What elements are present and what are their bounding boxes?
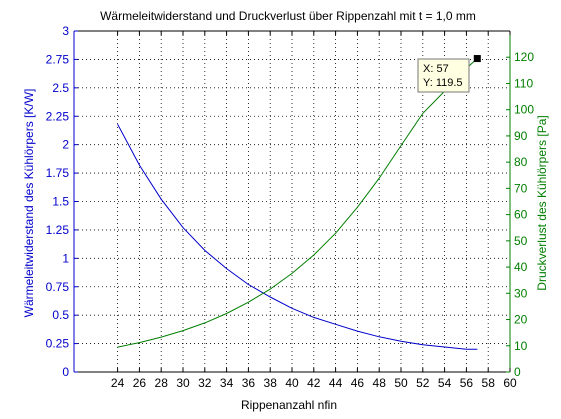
x-tick-label: 34	[220, 376, 234, 390]
y-tick-label-left: 2	[62, 138, 69, 152]
y-tick-label-left: 0.75	[46, 280, 70, 294]
x-axis-label: Rippenanzahl nfin	[241, 398, 337, 412]
y-axis-label-right: Druckverlust des Kühlörpers [Pa]	[535, 115, 549, 290]
y-tick-label-right: 70	[514, 181, 528, 195]
x-tick-label: 58	[482, 376, 496, 390]
x-tick-label: 36	[242, 376, 256, 390]
y-tick-label-right: 60	[514, 208, 528, 222]
datatip-marker	[473, 55, 481, 63]
datatip-box	[417, 58, 470, 93]
y-tick-label-right: 30	[514, 286, 528, 300]
x-tick-label: 56	[460, 376, 474, 390]
y-axis-label-left: Wärmeleitwiderstand des Kühlörpers [K/W]	[22, 89, 36, 318]
y-tick-label-left: 0.25	[46, 337, 70, 351]
x-tick-label: 28	[155, 376, 169, 390]
y-tick-label-left: 1.5	[52, 195, 69, 209]
x-tick-label: 40	[285, 376, 299, 390]
y-tick-label-right: 100	[514, 103, 534, 117]
x-tick-label: 50	[394, 376, 408, 390]
y-tick-label-left: 1.25	[46, 223, 70, 237]
x-tick-label: 60	[503, 376, 517, 390]
x-tick-label: 42	[307, 376, 321, 390]
x-tick-label: 46	[351, 376, 365, 390]
y-tick-label-left: 0	[62, 365, 69, 379]
series-line-pressure-drop	[117, 58, 478, 348]
y-tick-label-right: 110	[514, 76, 533, 90]
y-tick-label-right: 40	[514, 260, 528, 274]
x-tick-label: 38	[264, 376, 278, 390]
y-tick-label-left: 1.75	[46, 166, 70, 180]
x-tick-label: 30	[176, 376, 190, 390]
x-tick-label: 32	[198, 376, 212, 390]
datatip-x-label: X: 57	[423, 63, 449, 75]
y-tick-label-left: 2.25	[46, 109, 70, 123]
datatip-y-label: Y: 119.5	[423, 77, 463, 89]
x-tick-label: 54	[438, 376, 452, 390]
y-tick-label-right: 50	[514, 234, 528, 248]
y-tick-label-left: 3	[62, 24, 69, 38]
x-tick-label: 26	[133, 376, 147, 390]
plot-area: 24 26 28 30 32 34 36 38 40 42 44 46 48 50 52 54 56 58 6000…	[46, 24, 535, 390]
y-tick-label-right: 80	[514, 155, 528, 169]
y-tick-label-right: 120	[514, 50, 534, 64]
x-tick-label: 44	[329, 376, 343, 390]
x-tick-label: 24	[111, 376, 125, 390]
y-tick-label-left: 2.5	[52, 81, 69, 95]
x-tick-label: 52	[416, 376, 430, 390]
y-tick-label-right: 90	[514, 129, 528, 143]
y-tick-label-right: 10	[514, 339, 528, 353]
y-tick-label-left: 1	[62, 251, 69, 265]
y-tick-label-left: 0.5	[52, 308, 69, 322]
y-tick-label-right: 20	[514, 313, 528, 327]
chart-title: Wärmeleitwiderstand und Druckverlust übe…	[100, 9, 476, 23]
series-line-thermal-resistance	[117, 123, 478, 350]
y-tick-label-right: 0	[514, 365, 521, 379]
x-tick-label: 48	[373, 376, 387, 390]
y-tick-label-left: 2.75	[46, 52, 70, 66]
